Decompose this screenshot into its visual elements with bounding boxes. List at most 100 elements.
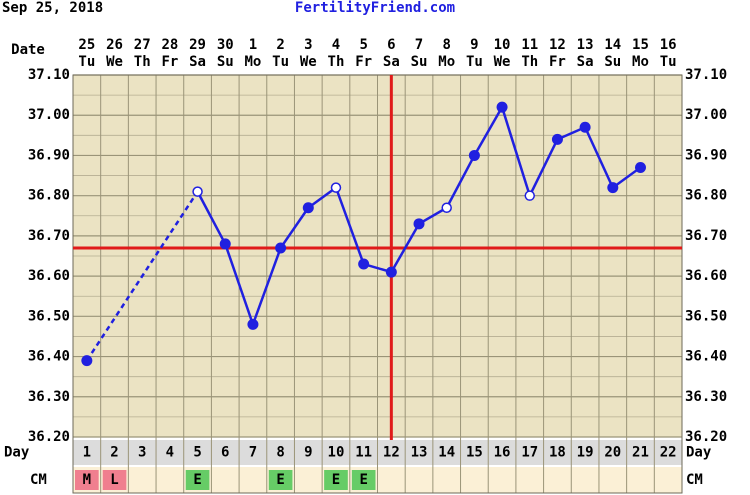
temp-point xyxy=(579,121,591,133)
y-tick-label-right: 36.60 xyxy=(685,268,727,284)
cm-cell xyxy=(75,470,99,490)
date-label: 9 xyxy=(470,37,478,53)
weekday-label: We xyxy=(106,54,123,70)
temp-line xyxy=(528,138,559,197)
day-label: 16 xyxy=(494,445,511,461)
day-label: 2 xyxy=(110,445,118,461)
date-label: 16 xyxy=(660,37,677,53)
cm-cell xyxy=(268,470,293,490)
temp-line xyxy=(307,186,337,209)
temp-line xyxy=(612,166,642,189)
weekday-label: Mo xyxy=(245,54,262,70)
weekday-label: Mo xyxy=(438,54,455,70)
date-label: 14 xyxy=(604,37,621,53)
y-tick-label: 36.40 xyxy=(28,349,70,365)
date-label: 28 xyxy=(161,37,178,53)
date-label: 3 xyxy=(304,37,312,53)
y-tick-label: 37.00 xyxy=(28,107,70,123)
weekday-label: Tu xyxy=(466,54,483,70)
day-label: 15 xyxy=(466,445,483,461)
temp-point xyxy=(607,182,619,194)
day-label: 19 xyxy=(577,445,594,461)
y-tick-label: 36.20 xyxy=(28,429,70,445)
y-tick-label-right: 37.00 xyxy=(685,107,727,123)
date-label: 8 xyxy=(442,37,450,53)
y-tick-label-right: 36.70 xyxy=(685,228,727,244)
day-label: 1 xyxy=(83,445,91,461)
weekday-label: Fr xyxy=(355,54,372,70)
temp-point xyxy=(247,318,259,330)
y-tick-label-right: 36.90 xyxy=(685,147,727,163)
temp-line xyxy=(251,247,282,325)
temp-point xyxy=(358,258,370,270)
chart-date: Sep 25, 2018 xyxy=(2,0,103,16)
day-label: 4 xyxy=(166,445,174,461)
cm-label: E xyxy=(276,472,284,488)
date-label: 13 xyxy=(577,37,594,53)
day-label: 3 xyxy=(138,445,146,461)
cm-row-label-right: CM xyxy=(686,472,703,488)
day-label: 7 xyxy=(249,445,257,461)
cm-label: E xyxy=(359,472,367,488)
temp-point xyxy=(302,202,314,214)
date-label: 27 xyxy=(134,37,151,53)
date-label: 7 xyxy=(415,37,423,53)
cm-label: L xyxy=(110,472,118,488)
day-label: 18 xyxy=(549,445,566,461)
temp-line xyxy=(445,154,476,209)
date-label: 15 xyxy=(632,37,649,53)
weekday-label: Th xyxy=(134,54,151,70)
y-tick-label: 37.10 xyxy=(28,67,70,83)
cm-cell xyxy=(102,470,127,490)
weekday-label: Th xyxy=(328,54,345,70)
date-label: 11 xyxy=(521,37,538,53)
cm-label: M xyxy=(83,472,91,488)
weekday-label: We xyxy=(300,54,317,70)
date-label: 25 xyxy=(78,37,95,53)
weekday-label: Fr xyxy=(549,54,566,70)
temp-point xyxy=(81,355,93,367)
y-tick-label: 36.30 xyxy=(28,389,70,405)
day-label: 6 xyxy=(221,445,229,461)
temp-point xyxy=(634,162,646,174)
day-label: 21 xyxy=(632,445,649,461)
weekday-label: Tu xyxy=(272,54,289,70)
day-label: 20 xyxy=(604,445,621,461)
temp-line xyxy=(583,126,614,189)
weekday-label: We xyxy=(494,54,511,70)
temp-point xyxy=(551,133,563,145)
y-tick-label: 36.80 xyxy=(28,188,70,204)
y-tick-label: 36.90 xyxy=(28,147,70,163)
temp-point xyxy=(468,149,480,161)
weekday-label: Sa xyxy=(189,54,206,70)
cm-label: E xyxy=(332,472,340,488)
weekday-label: Sa xyxy=(577,54,594,70)
cm-cell xyxy=(351,470,376,490)
weekday-label: Mo xyxy=(632,54,649,70)
date-label: 29 xyxy=(189,37,206,53)
date-label: 4 xyxy=(332,37,340,53)
day-label: 10 xyxy=(328,445,345,461)
gap-line xyxy=(85,190,199,362)
weekday-label: Fr xyxy=(161,54,178,70)
day-label: 8 xyxy=(276,445,284,461)
day-label: 9 xyxy=(304,445,312,461)
y-tick-label-right: 37.10 xyxy=(685,67,727,83)
temp-point xyxy=(524,190,535,201)
date-label: 26 xyxy=(106,37,123,53)
temp-line xyxy=(224,243,255,325)
weekday-label: Sa xyxy=(383,54,400,70)
weekday-label: Su xyxy=(217,54,234,70)
date-label: 2 xyxy=(276,37,284,53)
temp-point xyxy=(330,182,342,193)
y-tick-label-right: 36.20 xyxy=(685,429,727,445)
date-label: 1 xyxy=(249,37,257,53)
cm-row-label: CM xyxy=(30,472,47,488)
y-tick-label: 36.70 xyxy=(28,228,70,244)
date-label: Date xyxy=(11,42,45,58)
weekday-label: Th xyxy=(521,54,538,70)
temp-point xyxy=(413,218,425,230)
temp-line xyxy=(334,187,365,265)
y-tick-label: 36.60 xyxy=(28,268,70,284)
